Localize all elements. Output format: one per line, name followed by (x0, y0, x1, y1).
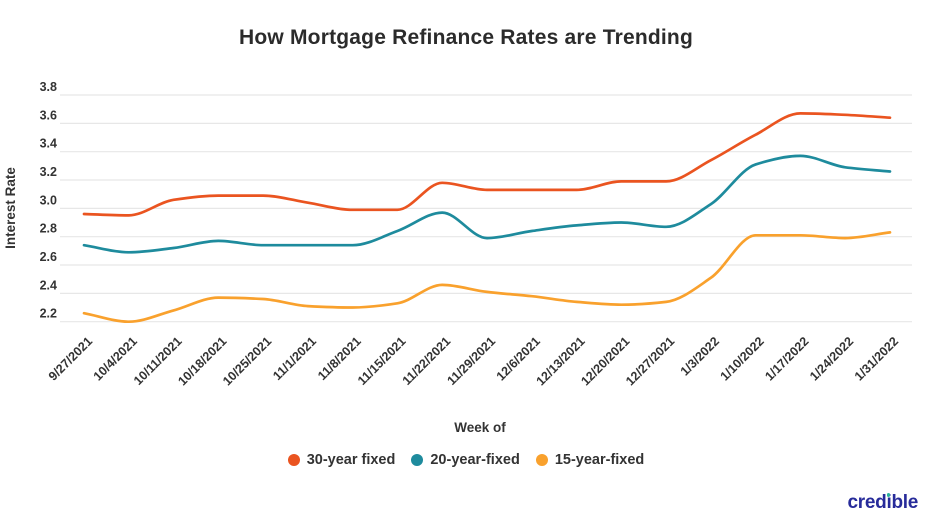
legend-item-20-year-fixed: 20-year-fixed (411, 452, 520, 468)
series-line-15-year-fixed (82, 231, 892, 324)
x-tick-label: 1/10/2022 (718, 334, 767, 383)
legend-label: 30-year fixed (306, 452, 396, 468)
y-tick-label: 3.0 (40, 193, 57, 207)
y-tick-label: 2.2 (40, 307, 57, 321)
y-tick-label: 2.4 (40, 278, 57, 292)
series-line-30-year-fixed (82, 112, 892, 217)
y-tick-label: 3.8 (40, 80, 57, 94)
y-tick-label: 3.4 (40, 137, 57, 151)
y-tick-label: 2.6 (40, 250, 57, 264)
legend-dot-icon (287, 454, 300, 466)
legend-item-15-year-fixed: 15-year-fixed (535, 452, 645, 468)
legend-item-30-year-fixed: 30-year fixed (287, 452, 396, 468)
x-tick-label: 10/25/2021 (220, 334, 274, 388)
series-line-20-year-fixed (82, 154, 892, 254)
x-tick-label: 1/17/2022 (762, 334, 811, 383)
legend-dot-icon (535, 454, 548, 466)
x-tick-label: 12/27/2021 (623, 334, 677, 388)
y-tick-label: 3.2 (40, 165, 57, 179)
y-tick-label: 3.6 (40, 108, 57, 122)
legend-label: 20-year-fixed (430, 452, 520, 468)
chart-legend: 30-year fixed 20-year-fixed 15-year-fixed (0, 452, 932, 468)
credible-logo: credible (847, 492, 919, 513)
logo-i-dot: i (886, 492, 892, 513)
legend-dot-icon (411, 454, 424, 466)
x-tick-label: 11/1/2021 (270, 334, 319, 383)
x-tick-label: 1/24/2022 (807, 334, 856, 383)
y-tick-label: 2.8 (40, 222, 57, 236)
x-tick-label: 1/31/2022 (852, 334, 901, 383)
x-tick-label: 9/27/2021 (46, 334, 95, 383)
y-axis-title: Interest Rate (3, 167, 18, 249)
x-tick-label: 1/3/2022 (678, 334, 722, 378)
x-axis-title: Week of (454, 420, 506, 435)
x-tick-label: 11/29/2021 (444, 334, 498, 388)
chart-title: How Mortgage Refinance Rates are Trendin… (239, 26, 693, 49)
legend-label: 15-year-fixed (554, 452, 645, 468)
